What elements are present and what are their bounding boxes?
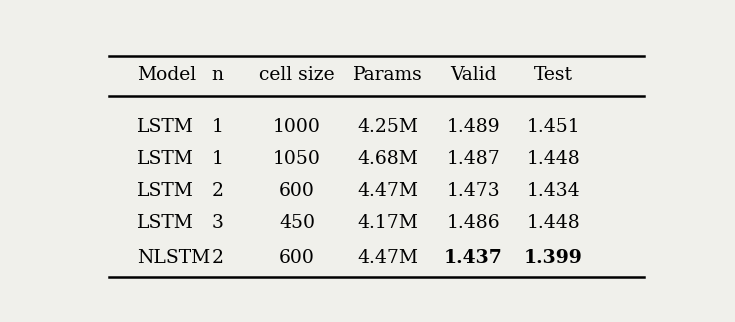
Text: 4.17M: 4.17M <box>358 214 418 232</box>
Text: Valid: Valid <box>451 66 497 84</box>
Text: 1: 1 <box>211 118 223 136</box>
Text: LSTM: LSTM <box>137 182 194 200</box>
Text: 4.47M: 4.47M <box>358 182 418 200</box>
Text: 2: 2 <box>211 182 223 200</box>
Text: 450: 450 <box>279 214 315 232</box>
Text: 600: 600 <box>279 249 315 267</box>
Text: 3: 3 <box>211 214 223 232</box>
Text: 600: 600 <box>279 182 315 200</box>
Text: Params: Params <box>354 66 423 84</box>
Text: 1.451: 1.451 <box>526 118 580 136</box>
Text: n: n <box>211 66 223 84</box>
Text: 4.25M: 4.25M <box>358 118 418 136</box>
Text: LSTM: LSTM <box>137 214 194 232</box>
Text: LSTM: LSTM <box>137 150 194 168</box>
Text: 1.487: 1.487 <box>447 150 501 168</box>
Text: LSTM: LSTM <box>137 118 194 136</box>
Text: 1050: 1050 <box>273 150 321 168</box>
Text: Test: Test <box>534 66 573 84</box>
Text: 1: 1 <box>211 150 223 168</box>
Text: NLSTM: NLSTM <box>137 249 211 267</box>
Text: 2: 2 <box>211 249 223 267</box>
Text: 1.486: 1.486 <box>447 214 501 232</box>
Text: 1.437: 1.437 <box>444 249 503 267</box>
Text: 1.448: 1.448 <box>526 150 580 168</box>
Text: 1.434: 1.434 <box>526 182 580 200</box>
Text: 1000: 1000 <box>273 118 321 136</box>
Text: 1.489: 1.489 <box>447 118 501 136</box>
Text: 1.448: 1.448 <box>526 214 580 232</box>
Text: 4.68M: 4.68M <box>358 150 418 168</box>
Text: Model: Model <box>137 66 196 84</box>
Text: 1.399: 1.399 <box>524 249 583 267</box>
Text: cell size: cell size <box>259 66 334 84</box>
Text: 4.47M: 4.47M <box>358 249 418 267</box>
Text: 1.473: 1.473 <box>447 182 501 200</box>
